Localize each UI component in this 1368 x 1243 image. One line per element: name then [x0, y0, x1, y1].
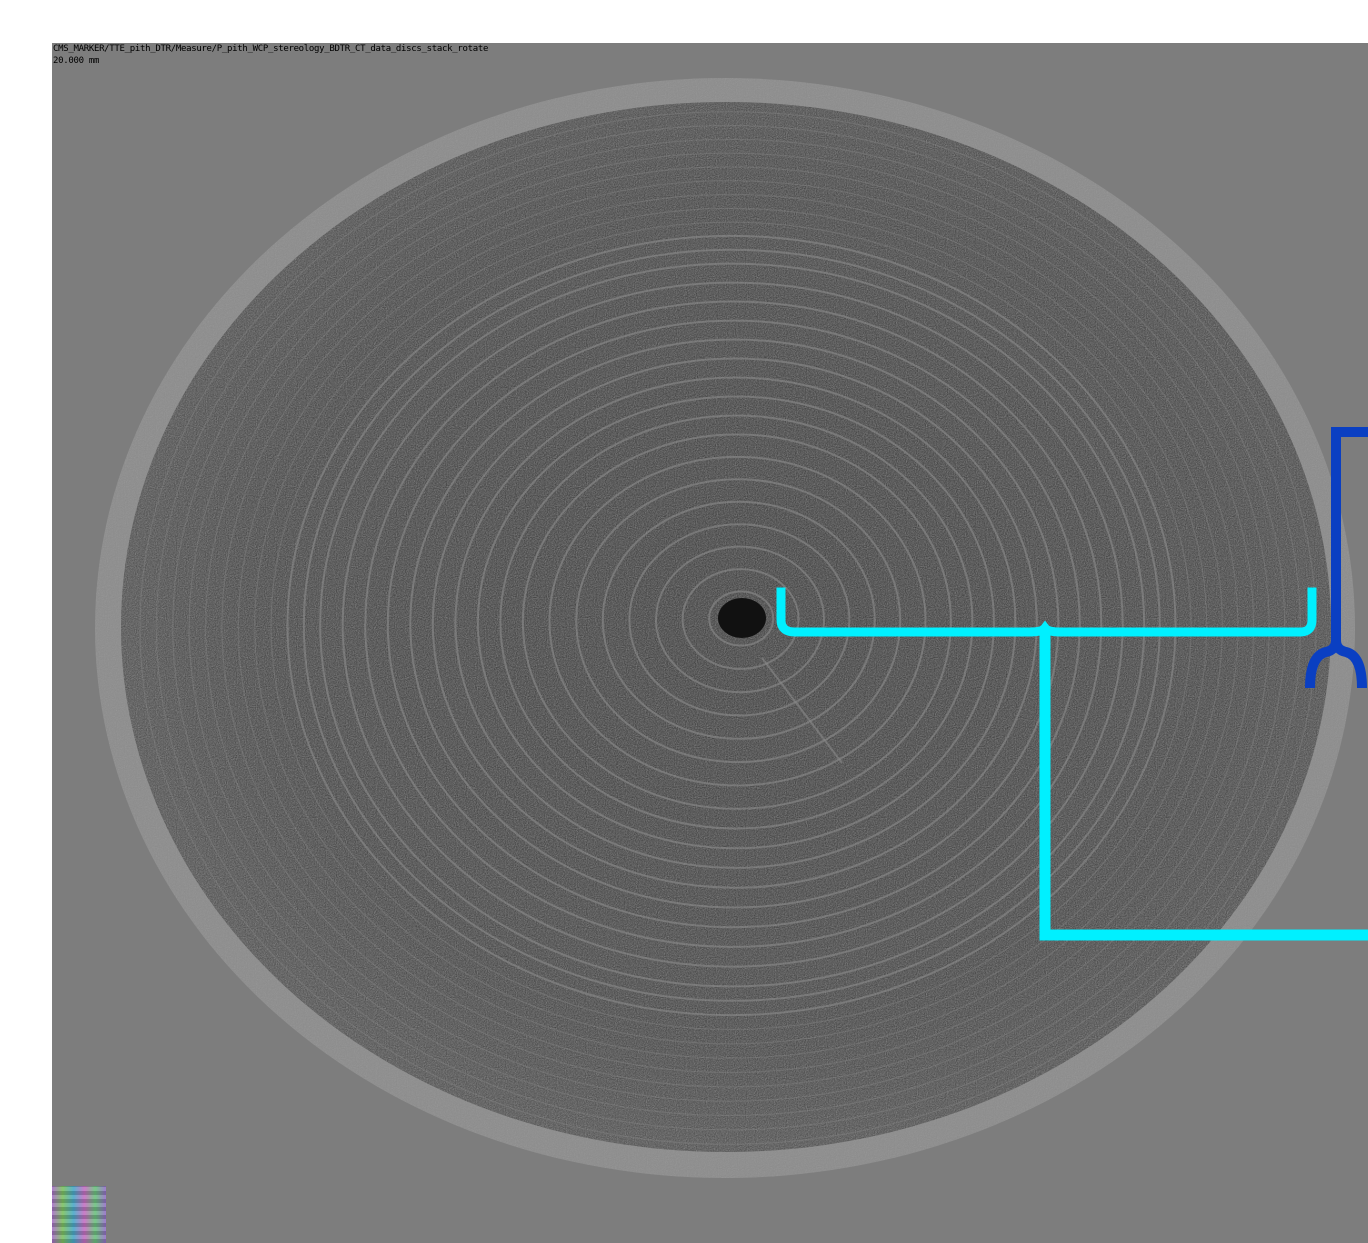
crack-line	[761, 657, 843, 764]
color-thumbnail[interactable]	[52, 1186, 106, 1243]
growth-ring	[708, 590, 775, 647]
growth-rings	[139, 111, 1317, 1145]
file-path-label: CMS_MARKER/TTE_pith_DTR/Measure/P_pith_W…	[53, 44, 489, 54]
tree-disc-ct-scan	[95, 78, 1355, 1178]
ct-image-viewer[interactable]: CMS_MARKER/TTE_pith_DTR/Measure/P_pith_W…	[52, 43, 1368, 1243]
pith-center	[718, 598, 766, 638]
scale-label: 20.000 mm	[53, 56, 100, 66]
